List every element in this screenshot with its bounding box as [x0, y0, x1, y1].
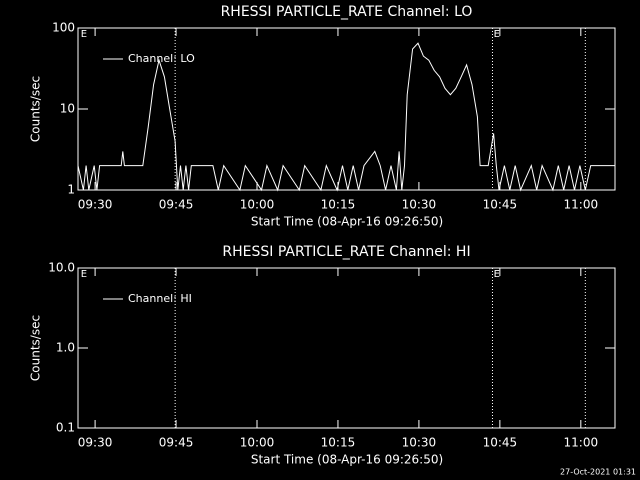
x-axis-label: Start Time (08-Apr-16 09:26:50) — [251, 453, 443, 467]
x-tick-label: 11:00 — [564, 198, 599, 212]
footer: 27-Oct-2021 01:31 — [560, 468, 636, 477]
x-tick-label: 09:30 — [78, 198, 113, 212]
x-tick-label: 10:30 — [402, 436, 437, 450]
x-tick-label: 10:15 — [321, 436, 356, 450]
legend-label: Channel: HI — [128, 292, 192, 305]
x-axis-label: Start Time (08-Apr-16 09:26:50) — [251, 215, 443, 229]
x-tick-label: 09:30 — [78, 436, 113, 450]
legend-label: Channel: LO — [128, 52, 195, 65]
y-tick-label: 0.1 — [56, 421, 75, 435]
y-tick-label: 10 — [60, 102, 75, 116]
x-tick-label: 10:15 — [321, 198, 356, 212]
x-tick-label: 09:45 — [159, 198, 194, 212]
x-tick-label: 10:00 — [240, 436, 275, 450]
x-tick-label: 10:45 — [483, 436, 518, 450]
x-tick-label: 10:00 — [240, 198, 275, 212]
y-axis-label: Counts/sec — [29, 315, 43, 381]
data-line — [77, 42, 615, 192]
x-tick-label: 09:45 — [159, 436, 194, 450]
y-tick-label: 100 — [52, 21, 75, 35]
y-tick-label: 1.0 — [56, 341, 75, 355]
annotation: E — [494, 29, 500, 40]
annotation: E — [81, 29, 87, 40]
x-tick-label: 10:45 — [483, 198, 518, 212]
x-tick-label: 11:00 — [564, 436, 599, 450]
chart-title: RHESSI PARTICLE_RATE Channel: LO — [221, 4, 473, 20]
x-tick-label: 10:30 — [402, 198, 437, 212]
y-tick-label: 1 — [67, 183, 75, 197]
annotation: E — [81, 269, 87, 280]
y-tick-label: 10.0 — [48, 261, 75, 275]
chart-title: RHESSI PARTICLE_RATE Channel: HI — [222, 244, 470, 260]
y-axis-label: Counts/sec — [29, 76, 43, 142]
annotation: E — [494, 269, 500, 280]
